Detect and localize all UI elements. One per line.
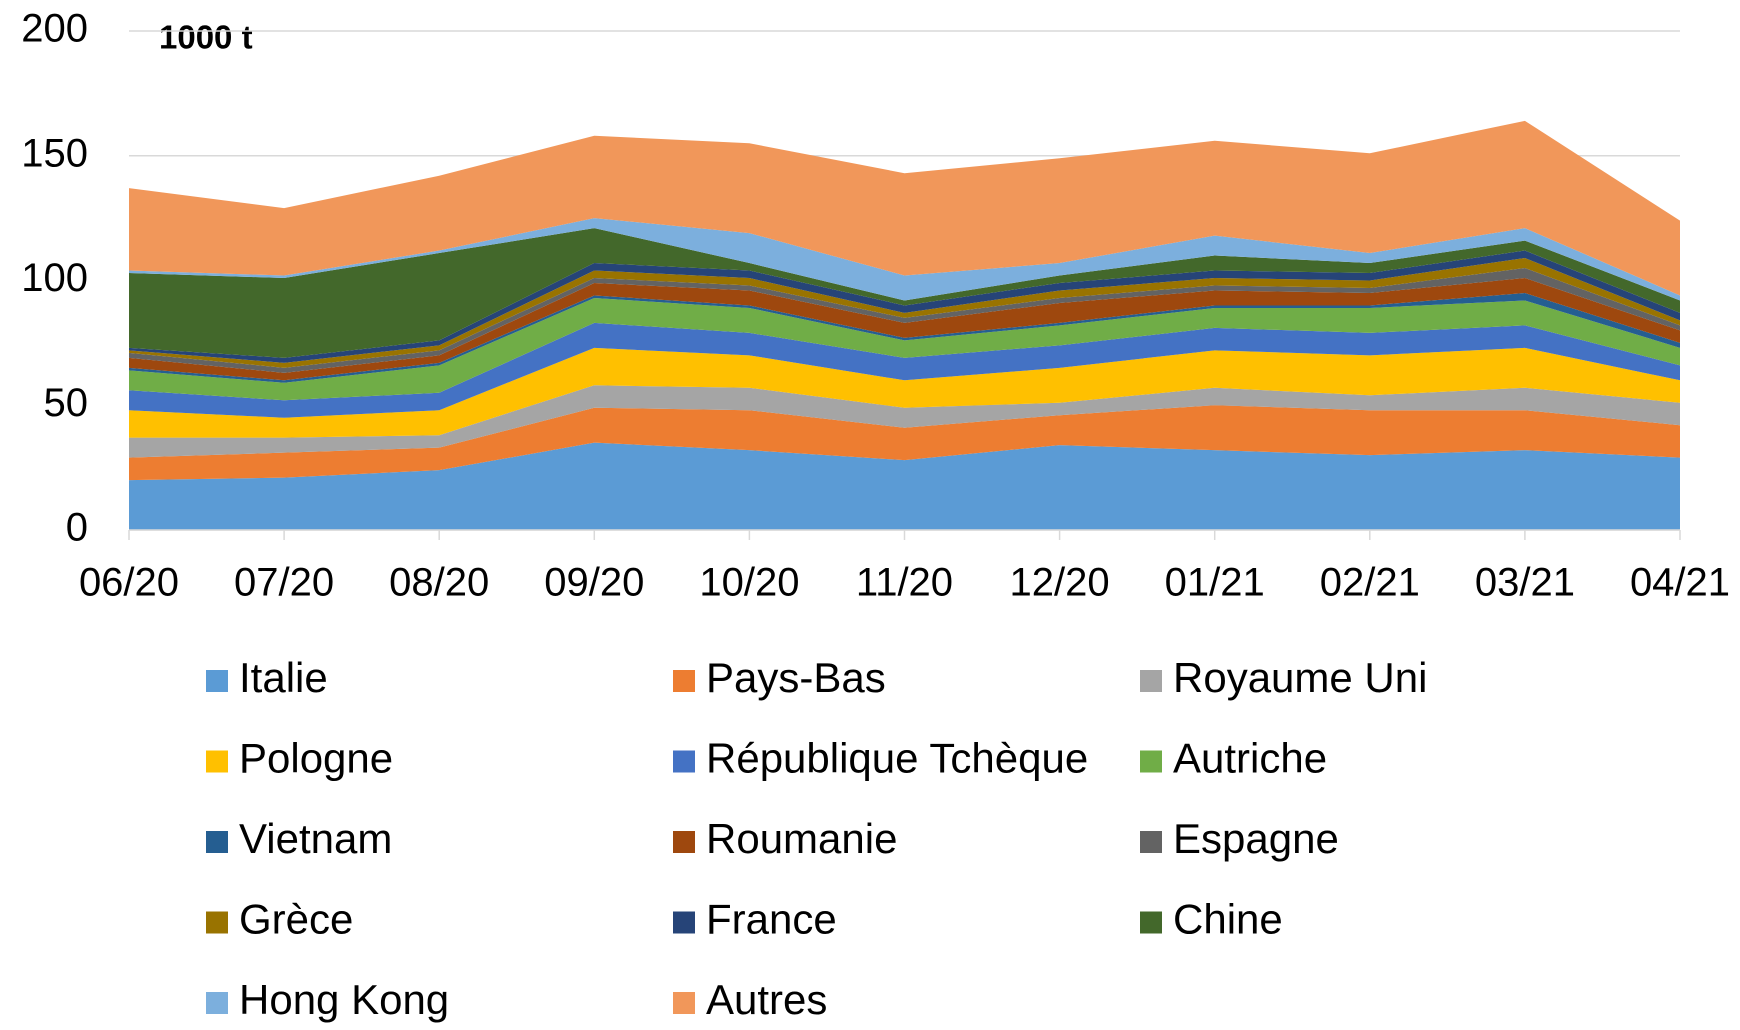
legend-label: Autres [706,976,827,1023]
y-tick-label: 200 [21,7,88,51]
x-tick-label: 12/20 [1010,561,1110,605]
legend-swatch [206,831,228,853]
area [129,405,1680,481]
area [129,297,1680,401]
legend-swatch [673,911,695,934]
x-tick-label: 09/20 [544,561,644,605]
x-tick-label: 11/20 [856,561,953,605]
legend-label: Espagne [1173,815,1339,862]
legend-label: France [706,896,837,943]
x-tick-label: 03/21 [1475,561,1575,605]
area [129,268,1680,373]
x-tick-label: 10/20 [699,561,799,605]
area [129,228,1680,358]
area [129,385,1680,458]
x-tick-label: 01/21 [1165,561,1265,605]
legend-swatch [673,750,695,773]
legend-label: Pologne [239,735,393,782]
legend-label: Italie [239,654,328,701]
legend-swatch [206,750,228,773]
legend-label: Grèce [239,896,353,943]
x-tick-label: 06/20 [79,561,179,605]
legend-label: Vietnam [239,815,392,862]
x-tick-label: 08/20 [389,561,489,605]
legend-swatch [206,670,228,692]
legend-swatch [206,911,228,934]
legend-label: Autriche [1173,735,1327,782]
area [129,250,1680,363]
legend-swatch [1140,750,1162,773]
legend-swatch [206,992,228,1014]
legend-swatch [1140,911,1162,934]
legend-swatch [673,831,695,853]
x-tick-label: 04/21 [1630,561,1730,605]
unit-label: 1000 t [159,19,253,56]
y-tick-label: 150 [21,131,88,175]
area [129,218,1680,301]
legend-swatch [673,670,695,692]
legend-label: Royaume Uni [1173,654,1427,701]
legend-swatch [1140,831,1162,853]
legend-label: Roumanie [706,815,897,862]
legend-label: Hong Kong [239,976,449,1023]
y-tick-label: 100 [21,256,88,300]
area [129,322,1680,418]
y-tick-label: 0 [66,506,88,550]
legend-label: Chine [1173,896,1283,943]
y-tick-label: 50 [44,381,89,425]
area [129,120,1680,296]
legend-label: Pays-Bas [706,654,886,701]
legend-swatch [1140,670,1162,692]
legend-swatch [673,992,695,1014]
legend-label: République Tchèque [706,735,1088,782]
area [129,347,1680,438]
x-tick-label: 02/21 [1320,561,1420,605]
x-tick-label: 07/20 [234,561,334,605]
area [129,278,1680,381]
area [129,442,1680,530]
